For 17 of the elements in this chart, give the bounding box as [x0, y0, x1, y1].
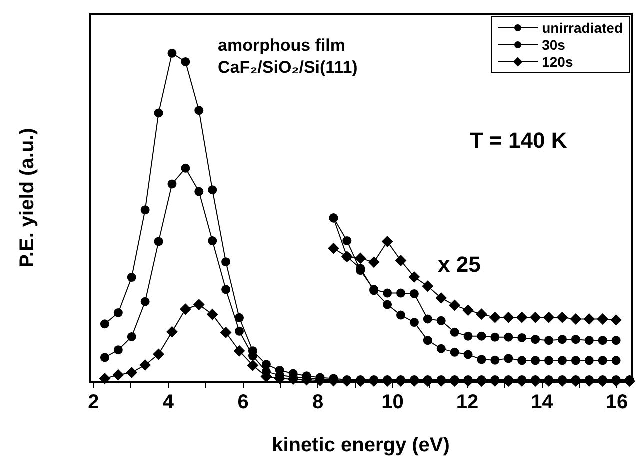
x-tick-label: 8	[312, 392, 324, 414]
x-tick-label: 12	[456, 392, 479, 414]
annotation: x 25	[438, 252, 481, 278]
y-axis-title: P.E. yield (a.u.)	[16, 128, 40, 268]
legend-label: 120s	[542, 54, 574, 70]
annotation: amorphous film	[218, 36, 346, 56]
legend-label: unirradiated	[542, 20, 623, 36]
annotation: CaF₂/SiO₂/Si(111)	[218, 58, 358, 78]
x-tick-label: 6	[238, 392, 249, 414]
x-tick-label: 10	[382, 392, 404, 414]
x-axis-title: kinetic energy (eV)	[272, 434, 450, 457]
x-tick-label: 14	[531, 392, 554, 414]
annotation: T = 140 K	[470, 128, 568, 154]
legend-label: 30s	[542, 36, 566, 52]
x-tick-label: 16	[606, 392, 628, 414]
x-tick-label: 4	[162, 392, 175, 414]
x-tick-label: 2	[88, 392, 100, 414]
